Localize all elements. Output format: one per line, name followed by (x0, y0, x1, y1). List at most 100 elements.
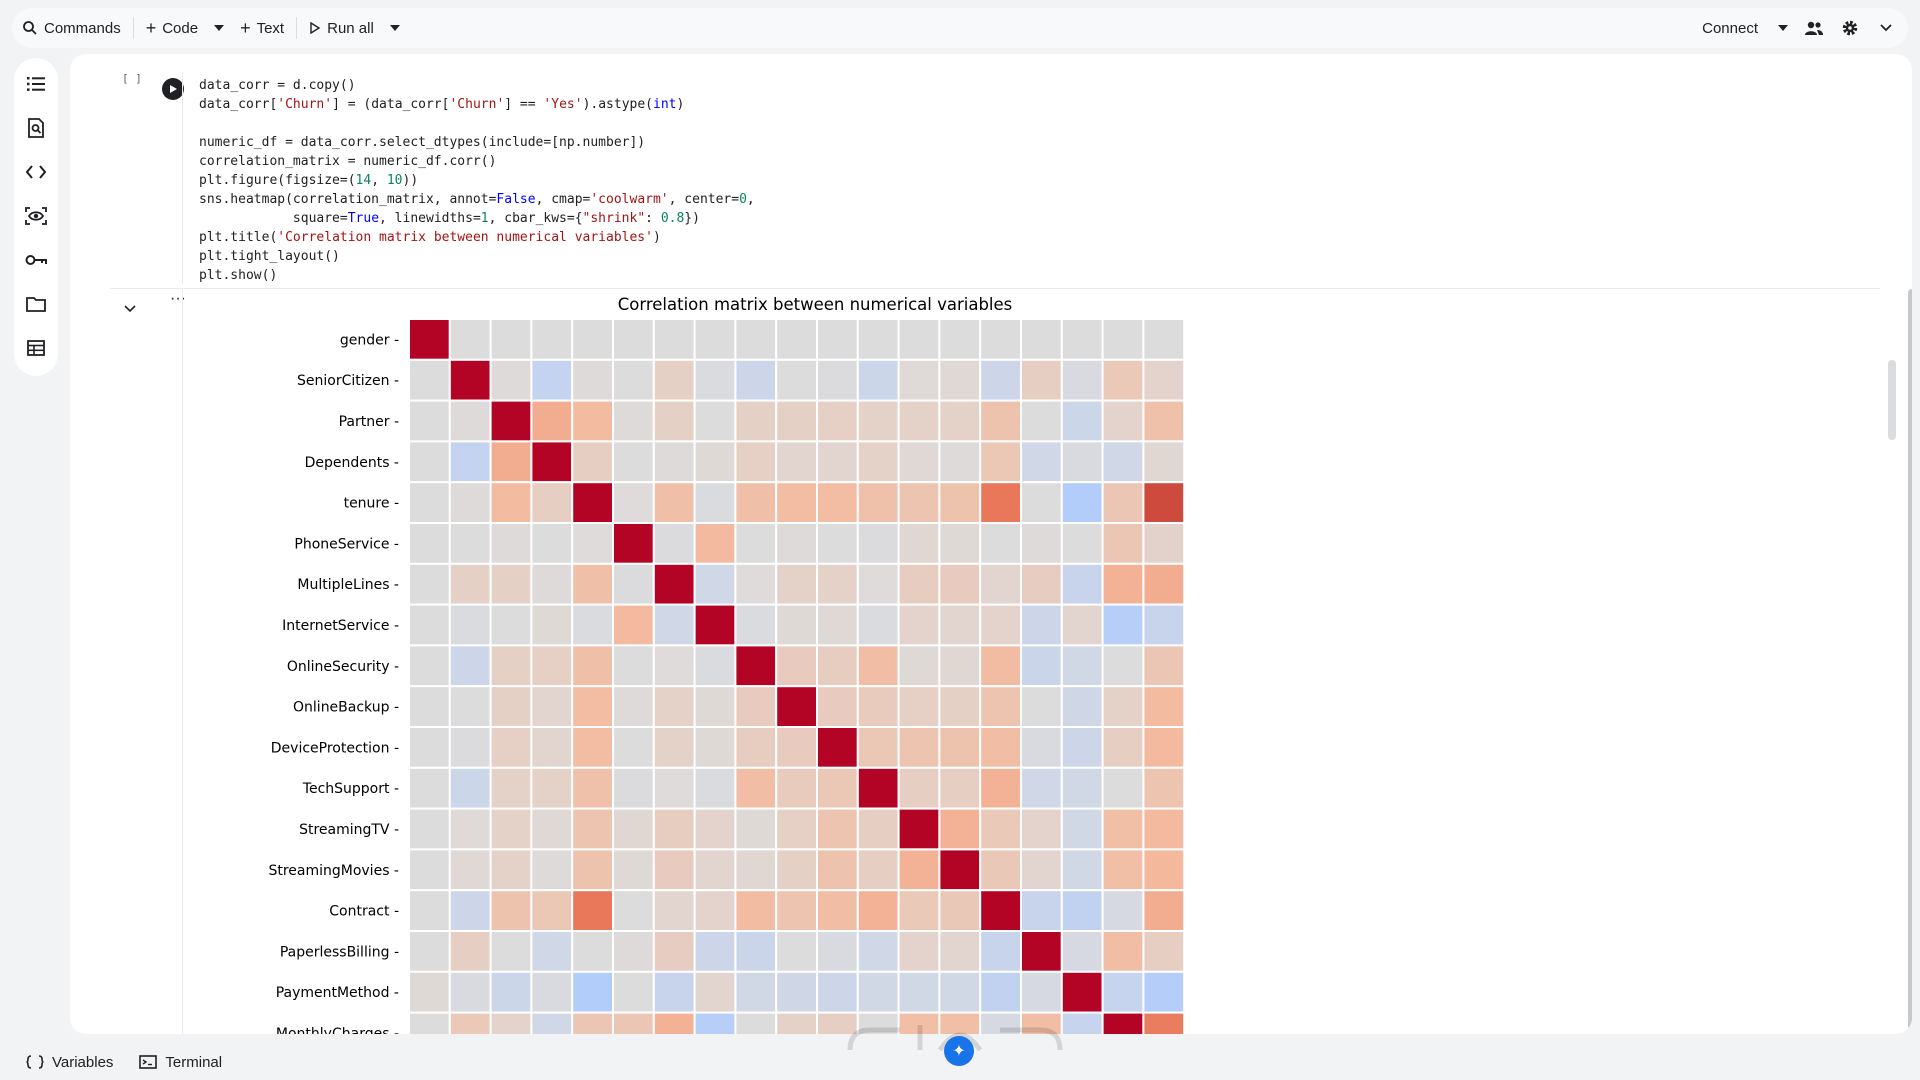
heatmap-cell (693, 522, 737, 565)
heatmap-cell (612, 970, 655, 1014)
heatmap-cell (489, 930, 533, 973)
gemini-button[interactable]: ✦ (944, 1036, 974, 1066)
divider (132, 17, 134, 39)
heatmap-cell (1060, 766, 1104, 810)
heatmap-cell (856, 766, 900, 810)
heatmap-cell (693, 970, 737, 1014)
code-token: True (347, 211, 380, 226)
variables-button[interactable]: Variables (26, 1054, 113, 1071)
heatmap-cell (408, 970, 451, 1014)
collapse-output-button[interactable] (120, 299, 140, 319)
heatmap-cell (530, 930, 574, 973)
heatmap-cell (897, 399, 941, 443)
heatmap-cell (775, 481, 819, 524)
run-all-button[interactable]: Run all (299, 12, 384, 44)
heatmap-cell (612, 848, 655, 892)
heatmap-cell (693, 1011, 737, 1034)
heatmap-cell (1142, 970, 1186, 1014)
output-scrollbar-thumb[interactable] (1908, 289, 1912, 1029)
heatmap-cell (938, 766, 982, 810)
heatmap-cell (448, 889, 492, 933)
collapse-toolbar-button[interactable] (1870, 12, 1902, 44)
code-editor[interactable]: data_corr = d.copy() data_corr['Churn'] … (182, 72, 1873, 284)
code-token: )) (402, 173, 419, 188)
sidebar-item-find-replace[interactable] (14, 106, 58, 150)
commands-button[interactable]: Commands (12, 12, 131, 44)
heatmap-cell (489, 481, 533, 524)
heatmap-cell (734, 848, 778, 892)
heatmap-cell (571, 481, 615, 524)
code-token: 1 (480, 211, 489, 226)
heatmap-cell (897, 807, 941, 851)
heatmap-cell (897, 930, 941, 973)
heatmap-cell (897, 766, 941, 810)
run-cell-button[interactable] (162, 78, 184, 100)
code-line: sns.heatmap(correlation_matrix, annot=Fa… (199, 192, 755, 207)
heatmap-cell (652, 358, 696, 402)
heatmap-cell (1142, 848, 1186, 892)
heatmap-cell (775, 930, 819, 973)
connect-dropdown-button[interactable] (1772, 12, 1794, 44)
share-people-button[interactable] (1798, 12, 1830, 44)
heatmap-cell (1060, 685, 1104, 729)
heatmap-cell (652, 644, 696, 688)
heatmap-cell (856, 889, 900, 933)
heatmap-cell (489, 889, 533, 933)
row-label: PhoneService - (294, 536, 399, 552)
heatmap-cell (775, 889, 819, 933)
heatmap-cell (775, 807, 819, 851)
add-text-button[interactable]: + Text (230, 12, 294, 44)
heatmap-cell (652, 726, 696, 769)
code-line: plt.title('Correlation matrix between nu… (199, 230, 661, 245)
connect-button[interactable]: Connect (1692, 12, 1768, 44)
search-icon (23, 21, 37, 35)
heatmap-cell (816, 970, 859, 1014)
heatmap-cell (448, 930, 492, 973)
sidebar-item-code-snippets[interactable] (14, 150, 58, 194)
row-label: SeniorCitizen - (297, 373, 399, 389)
folder-icon (26, 297, 46, 312)
chevron-down-icon (124, 305, 136, 313)
page-scrollbar-thumb[interactable] (1888, 360, 1896, 440)
heatmap-cell (408, 481, 451, 524)
heatmap-cell (530, 358, 574, 402)
sidebar-item-secrets[interactable] (14, 238, 58, 282)
heatmap-cell (734, 1011, 778, 1034)
heatmap-cell (530, 1011, 574, 1034)
heatmap-cell (1101, 766, 1145, 810)
heatmap-cell (856, 318, 900, 361)
run-all-dropdown-button[interactable] (384, 12, 406, 44)
sidebar-item-variable-inspector[interactable] (14, 194, 58, 238)
code-text[interactable]: data_corr = d.copy() data_corr['Churn'] … (199, 76, 755, 285)
sidebar-item-files[interactable] (14, 282, 58, 326)
heatmap-cell (856, 562, 900, 606)
heatmap-cell (979, 644, 1023, 688)
sidebar-item-data-table[interactable] (14, 326, 58, 370)
heatmap-cell (1101, 848, 1145, 892)
row-label: OnlineBackup - (293, 700, 399, 716)
heatmap-cell (734, 726, 778, 769)
heatmap-cell (448, 440, 492, 484)
heatmap-cell (652, 889, 696, 933)
code-token: plt.title( (199, 230, 278, 245)
code-dropdown-button[interactable] (208, 12, 230, 44)
heatmap-cell (612, 930, 655, 973)
connect-label: Connect (1702, 19, 1758, 37)
output-area: ··· Correlation matrix between numerical… (110, 288, 1912, 1034)
heatmap-cell (408, 889, 451, 933)
output-scrollbar[interactable] (1908, 289, 1912, 1034)
code-token: , (746, 192, 755, 207)
heatmap-cell (1060, 440, 1104, 484)
settings-button[interactable] (1834, 12, 1866, 44)
add-code-button[interactable]: + Code (136, 12, 208, 44)
output-actions-button[interactable]: ··· (170, 291, 194, 313)
caret-down-icon (1778, 25, 1788, 31)
heatmap-cell (1060, 522, 1104, 565)
terminal-button[interactable]: Terminal (139, 1054, 222, 1071)
chevron-down-icon (1880, 24, 1892, 32)
heatmap-cell (897, 358, 941, 402)
sidebar-item-table-of-contents[interactable] (14, 62, 58, 106)
heatmap-cell (1101, 522, 1145, 565)
heatmap-cell (612, 644, 655, 688)
row-label: InternetService - (282, 618, 399, 634)
